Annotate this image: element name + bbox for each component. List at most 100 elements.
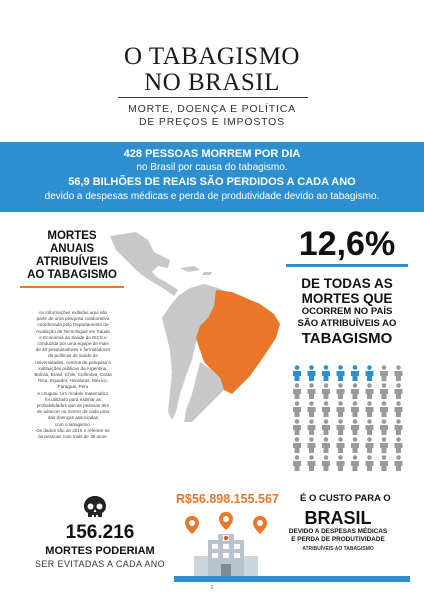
banner-cost-detail: devido a despesas médicas e perda de pro… (44, 191, 380, 202)
person-icon (394, 455, 403, 471)
title-divider (118, 97, 308, 98)
person-icon (322, 383, 330, 399)
person-icon (380, 419, 388, 435)
map-southern-cone (184, 362, 224, 422)
cost-amount: R$56.898.155.567 (176, 492, 279, 506)
person-icon (322, 437, 330, 453)
people-pictogram (290, 364, 406, 472)
info-line: universidades, centros de pesquisa e (35, 359, 111, 365)
cost-reason-line-1: DEVIDO A DESPESAS MÉDICAS (288, 528, 388, 535)
heading-line-1: MORTES (47, 230, 97, 242)
stat-line-5: TABAGISMO (301, 330, 393, 347)
map-caribbean (180, 266, 212, 275)
title-line-1: O TABAGISMO (124, 43, 300, 70)
info-line: às pessoas com mais de 35 anos. (38, 434, 108, 440)
person-icon (293, 437, 301, 453)
person-icon (336, 401, 345, 417)
info-line: probabilidades que as pessoas têm (36, 403, 110, 409)
person-icon (380, 365, 388, 381)
hospital-icon (185, 512, 267, 576)
person-icon (365, 401, 374, 417)
info-line: As informações exibidas aqui são (38, 310, 108, 315)
latin-america-map (110, 232, 280, 422)
banner-deaths-per-day: 428 PESSOAS MORREM POR DIA (123, 148, 301, 160)
subtitle-line-1: MORTE, DOENÇA E POLÍTICA (128, 103, 296, 115)
person-icon (336, 455, 345, 471)
info-line: das doenças associadas (47, 415, 99, 421)
avoidable-deaths-sublabel: SER EVITADAS A CADA ANO (34, 559, 166, 569)
stat-line-1: DE TODAS AS (301, 276, 393, 291)
subtitle-line-2: DE PREÇOS E IMPOSTOS (139, 116, 285, 128)
page-subtitle: MORTE, DOENÇA E POLÍTICA DE PREÇOS E IMP… (0, 103, 424, 129)
cost-label: É O CUSTO PARA O (300, 493, 391, 504)
info-line: Rica, Equador, Honduras, México, (38, 378, 108, 384)
info-line: Bolívia, Brasil, Chile, Colômbia, Costa (34, 372, 112, 378)
avoidable-deaths-label: MORTES PODERIAM (45, 545, 155, 557)
person-icon (380, 437, 388, 453)
person-icon (322, 419, 330, 435)
attributable-deaths-heading: MORTES ANUAIS ATRIBUÍVEIS AO TABAGISMO (16, 230, 128, 288)
person-icon (307, 365, 316, 381)
heading-line-2: ANUAIS (49, 243, 95, 255)
info-line: com o tabagismo. (54, 421, 92, 427)
banner-cost-per-year: 56,9 BILHÕES DE REAIS SÃO PERDIDOS A CAD… (68, 176, 356, 188)
person-icon (380, 401, 388, 417)
heading-underline (20, 286, 124, 288)
map-pin-icon (253, 516, 267, 534)
info-line: instituições públicas da Argentina, (38, 365, 108, 371)
info-line: conduzida por uma equipe de mais (37, 341, 109, 347)
person-icon (365, 455, 374, 471)
person-icon (365, 365, 374, 381)
percent-description: DE TODAS AS MORTES QUE OCORREM NO PAÍS S… (286, 276, 408, 348)
person-icon (351, 455, 359, 471)
person-icon (322, 455, 330, 471)
stat-line-3: OCORREM NO PAÍS (301, 306, 393, 317)
person-icon (351, 419, 359, 435)
person-icon (293, 455, 301, 471)
info-line: e Uruguai. Um modelo matemático (37, 390, 109, 396)
percent-underline (286, 264, 408, 267)
heading-line-4: AO TABAGISMO (27, 269, 117, 281)
heading-line-3: ATRIBUÍVEIS (36, 256, 108, 268)
person-icon (365, 419, 374, 435)
bottom-accent-strip (174, 576, 410, 582)
person-icon (293, 383, 301, 399)
cost-reason: DEVIDO A DESPESAS MÉDICAS E PERDA DE PRO… (268, 528, 408, 544)
info-line: Avaliação de Tecnologias em Saúde (36, 328, 110, 334)
person-icon (365, 437, 374, 453)
page-number: 1 (210, 585, 214, 591)
person-icon (351, 365, 359, 381)
map-brazil (196, 290, 280, 394)
people-pictogram-svg (293, 365, 403, 471)
person-icon (351, 437, 359, 453)
stat-line-4: SÃO ATRIBUÍVEIS AO (297, 318, 397, 329)
person-icon (351, 401, 359, 417)
cost-country: BRASIL (304, 508, 372, 528)
person-icon (394, 365, 403, 381)
person-icon (380, 455, 388, 471)
person-icon (307, 455, 316, 471)
person-icon (394, 401, 403, 417)
info-line: e Economia da Saúde do IECS e (39, 334, 107, 340)
person-icon (307, 401, 316, 417)
person-icon (322, 401, 330, 417)
stat-line-2: MORTES QUE (301, 291, 393, 306)
person-icon (322, 365, 330, 381)
person-icon (307, 437, 316, 453)
person-icon (293, 419, 301, 435)
percent-stat: 12,6% (298, 225, 396, 263)
title-line-2: NO BRASIL (144, 69, 280, 96)
avoidable-deaths-number: 156.216 (65, 522, 135, 543)
info-line: foi utilizado para estimar as (45, 396, 101, 402)
person-icon (365, 383, 374, 399)
info-line: de adoecer ou morrer de cada uma (36, 409, 109, 415)
cost-reason-line-2: E PERDA DE PRODUTIVIDADE (291, 536, 385, 543)
person-icon (394, 419, 403, 435)
info-line: coordenada pelo Departamento de (37, 322, 109, 328)
skull-icon (84, 496, 106, 517)
person-icon (380, 383, 388, 399)
map-central-america (110, 232, 178, 296)
person-icon (336, 383, 345, 399)
person-icon (394, 383, 403, 399)
info-line: de 40 pesquisadores e formuladores (35, 347, 111, 353)
